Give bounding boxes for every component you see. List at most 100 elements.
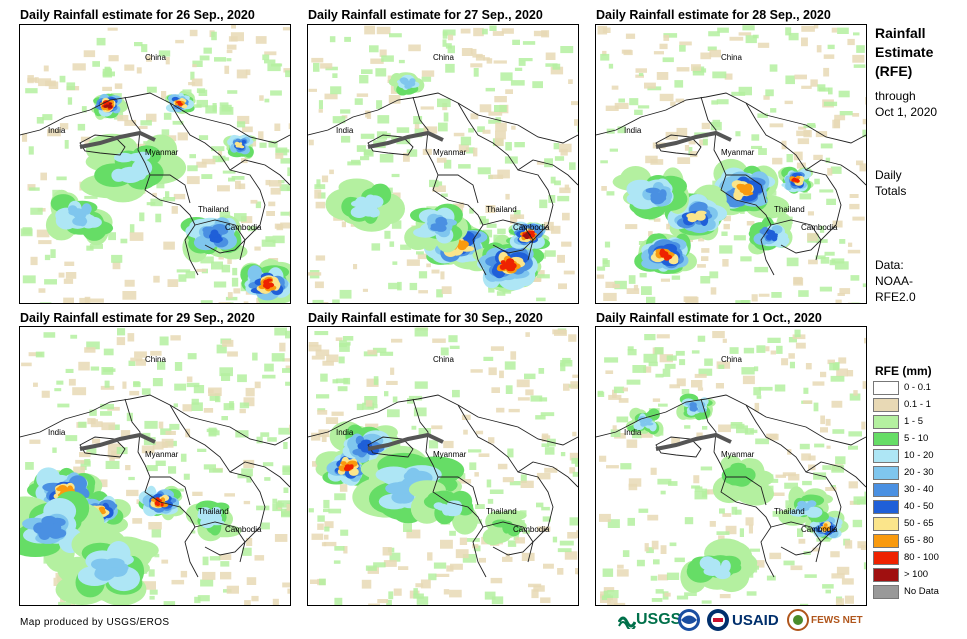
- rain-patch: [440, 539, 453, 549]
- rain-patch: [646, 547, 654, 554]
- rain-patch: [718, 424, 731, 433]
- rain-patch: [22, 275, 36, 284]
- rain-patch: [408, 395, 423, 401]
- rain-patch: [758, 293, 770, 297]
- rain-patch: [268, 140, 278, 148]
- rain-patch: [491, 387, 500, 393]
- country-label-india: India: [48, 126, 66, 135]
- rain-patch: [813, 25, 819, 29]
- rain-patch: [484, 591, 496, 600]
- rain-patch: [831, 258, 845, 264]
- rain-patch: [801, 453, 811, 461]
- rain-patch: [280, 211, 290, 216]
- rain-patch: [211, 31, 217, 41]
- rain-patch: [318, 109, 323, 113]
- rain-patch: [171, 579, 185, 585]
- rain-patch: [311, 355, 325, 360]
- rain-patch: [356, 145, 366, 152]
- rain-patch: [267, 63, 281, 72]
- rain-patch: [831, 465, 845, 473]
- rain-patch: [479, 104, 492, 113]
- rain-patch: [391, 220, 402, 229]
- rain-patch: [770, 350, 776, 355]
- rain-patch: [150, 198, 163, 207]
- rain-patch: [461, 48, 473, 56]
- rain-patch: [571, 101, 578, 106]
- rain-patch: [841, 578, 854, 585]
- rain-patch: [650, 575, 658, 581]
- rain-patch: [520, 474, 527, 483]
- rain-patch: [283, 487, 289, 493]
- rain-patch: [844, 595, 854, 604]
- rain-patch: [237, 115, 250, 124]
- rain-patch: [108, 55, 119, 62]
- country-border: [79, 134, 126, 156]
- rain-patch: [475, 55, 485, 61]
- rain-patch: [570, 381, 578, 389]
- rain-patch: [21, 362, 32, 367]
- rain-patch: [224, 493, 235, 497]
- country-label-india: India: [624, 126, 642, 135]
- rain-patch: [635, 68, 647, 73]
- rain-patch: [816, 45, 822, 53]
- rain-cell: [160, 502, 164, 507]
- rain-patch: [321, 175, 329, 183]
- country-border: [308, 92, 578, 144]
- rain-patch: [25, 88, 38, 94]
- rain-patch: [826, 445, 831, 449]
- rain-patch: [820, 371, 827, 378]
- rain-patch: [315, 255, 326, 261]
- rain-patch: [136, 67, 142, 74]
- rain-patch: [605, 105, 619, 111]
- rain-patch: [218, 302, 231, 303]
- legend-label: 20 - 30: [904, 467, 934, 478]
- rain-patch: [466, 538, 480, 542]
- rain-patch: [559, 540, 574, 546]
- country-border: [194, 219, 246, 254]
- legend-item: 1 - 5: [873, 414, 963, 431]
- rain-patch: [319, 302, 329, 303]
- data-source: Data: NOAA- RFE2.0: [875, 257, 916, 305]
- rain-patch: [38, 78, 52, 87]
- rain-patch: [458, 144, 469, 152]
- rain-patch: [381, 55, 394, 62]
- rain-patch: [852, 113, 860, 117]
- rain-patch: [191, 402, 203, 411]
- rain-patch: [823, 101, 838, 107]
- rain-patch: [156, 180, 165, 189]
- rain-patch: [731, 506, 738, 515]
- rain-patch: [264, 51, 277, 56]
- rain-patch: [398, 59, 405, 64]
- rain-patch: [536, 297, 546, 302]
- rain-patch: [97, 421, 103, 428]
- rain-patch: [844, 540, 853, 549]
- rain-patch: [718, 364, 725, 369]
- rain-patch: [388, 591, 394, 600]
- rain-patch: [820, 257, 830, 264]
- rain-patch: [709, 521, 716, 527]
- rain-patch: [712, 180, 718, 186]
- rain-patch: [386, 380, 398, 385]
- rain-patch: [265, 236, 273, 242]
- rain-patch: [676, 378, 686, 387]
- rain-patch: [831, 400, 843, 408]
- rain-patch: [185, 271, 196, 279]
- rain-patch: [308, 88, 317, 92]
- rain-patch: [328, 508, 342, 514]
- rain-patch: [834, 261, 849, 270]
- rain-patch: [671, 437, 680, 447]
- rain-patch: [771, 292, 782, 298]
- rain-patch: [602, 568, 614, 577]
- rain-patch: [360, 156, 370, 161]
- terrain-band: [367, 432, 444, 451]
- rain-patch: [388, 282, 400, 290]
- rain-patch: [758, 148, 767, 155]
- rain-cell: [104, 558, 125, 568]
- rain-patch: [765, 346, 770, 352]
- rain-patch: [231, 25, 236, 29]
- rain-cell: [154, 501, 159, 506]
- rain-patch: [423, 126, 438, 134]
- rain-patch: [848, 242, 853, 247]
- rain-patch: [679, 359, 686, 366]
- sidebar-title: Rainfall Estimate (RFE): [875, 24, 933, 81]
